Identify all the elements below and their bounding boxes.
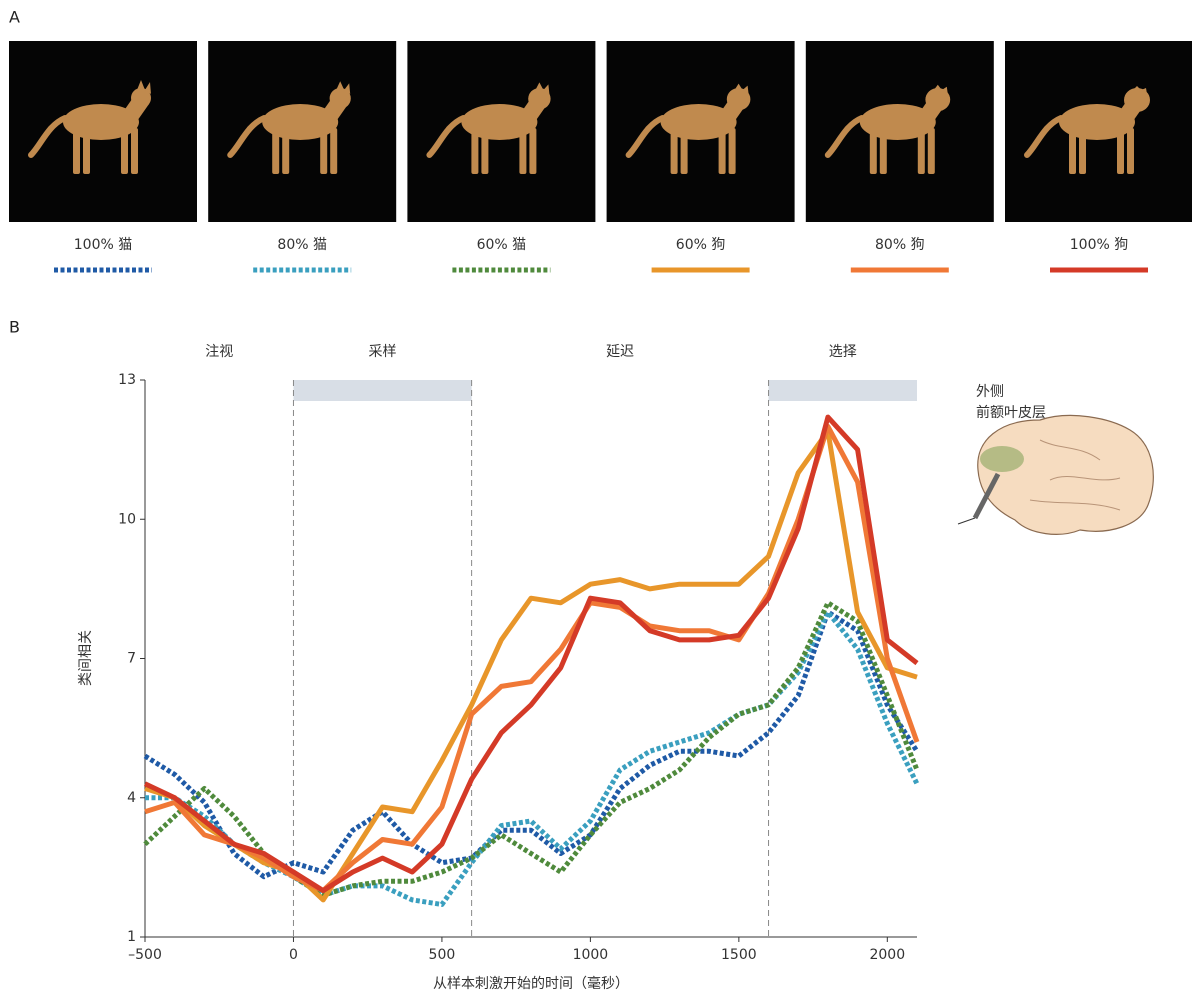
phase-label: 延迟 bbox=[606, 344, 634, 360]
animal-neck bbox=[919, 92, 946, 124]
y-tick-label: 13 bbox=[118, 372, 136, 388]
x-tick-label: 1000 bbox=[573, 947, 609, 963]
animal-ear bbox=[734, 83, 749, 94]
series-line bbox=[144, 423, 920, 894]
animal-leg bbox=[927, 128, 935, 174]
animal-tail bbox=[227, 115, 268, 158]
animal-neck bbox=[123, 92, 149, 124]
legend-label: 60% 猫 bbox=[477, 237, 527, 253]
animal-neck bbox=[322, 92, 349, 124]
animal-tail bbox=[1024, 115, 1064, 158]
animal-leg bbox=[320, 128, 328, 174]
animal-leg bbox=[718, 128, 726, 174]
animal-body bbox=[63, 104, 139, 140]
animal-figure bbox=[824, 84, 951, 174]
brain-label: 外侧 bbox=[976, 384, 1004, 400]
animal-ear bbox=[1133, 86, 1147, 94]
animal-leg bbox=[131, 128, 138, 174]
animal-ear bbox=[137, 80, 151, 94]
animal-leg bbox=[728, 128, 736, 174]
phase-label: 采样 bbox=[369, 344, 397, 360]
animal-figure bbox=[625, 83, 751, 174]
animal-tail bbox=[625, 115, 666, 158]
series-line bbox=[143, 414, 919, 894]
animal-leg bbox=[917, 128, 925, 174]
x-tick-label: 2000 bbox=[869, 947, 905, 963]
animal-neck bbox=[1119, 92, 1145, 124]
series-line bbox=[143, 609, 920, 880]
animal-body bbox=[262, 104, 339, 140]
animal-leg bbox=[282, 128, 290, 174]
animal-tail bbox=[426, 115, 467, 158]
legend-label: 100% 狗 bbox=[1070, 237, 1128, 253]
legend-label: 100% 猫 bbox=[74, 237, 132, 253]
y-tick-label: 4 bbox=[127, 790, 136, 806]
legend-label: 60% 狗 bbox=[676, 237, 726, 253]
animal-leg bbox=[73, 128, 80, 174]
animal-leg bbox=[1117, 128, 1124, 174]
animal-figure bbox=[227, 81, 351, 174]
animal-body bbox=[1059, 104, 1135, 140]
animal-body bbox=[461, 104, 538, 140]
x-tick-label: 0 bbox=[289, 947, 298, 963]
animal-leg bbox=[83, 128, 90, 174]
animal-leg bbox=[272, 128, 280, 174]
phase-shading bbox=[768, 380, 917, 401]
animal-leg bbox=[1069, 128, 1076, 174]
animal-neck bbox=[720, 92, 747, 124]
brain-label: 前额叶皮层 bbox=[976, 404, 1046, 421]
animal-ear bbox=[933, 84, 948, 94]
panel-label: B bbox=[9, 318, 20, 337]
y-axis-label: 类间相关 bbox=[78, 630, 94, 686]
y-tick-label: 1 bbox=[127, 929, 136, 945]
animal-tail bbox=[824, 115, 865, 158]
legend-label: 80% 狗 bbox=[875, 237, 925, 253]
phase-shading bbox=[293, 380, 472, 401]
animal-figure bbox=[426, 82, 551, 174]
y-tick-label: 7 bbox=[127, 651, 136, 667]
y-tick-label: 10 bbox=[118, 511, 136, 527]
brain-illustration: 外侧 前额叶皮层 bbox=[957, 384, 1154, 535]
x-tick-label: 1500 bbox=[721, 947, 757, 963]
animal-leg bbox=[519, 128, 527, 174]
animal-leg bbox=[481, 128, 489, 174]
animal-leg bbox=[529, 128, 537, 174]
phase-label: 注视 bbox=[205, 344, 233, 360]
panel-label: A bbox=[9, 8, 20, 27]
legend-label: 80% 猫 bbox=[277, 237, 327, 253]
animal-figure bbox=[1024, 86, 1150, 174]
animal-ear bbox=[336, 81, 351, 94]
animal-leg bbox=[879, 128, 887, 174]
animal-leg bbox=[121, 128, 128, 174]
animal-tail bbox=[28, 115, 68, 158]
animal-figure bbox=[28, 80, 151, 174]
animal-body bbox=[660, 104, 737, 140]
animal-leg bbox=[670, 128, 678, 174]
animal-leg bbox=[1127, 128, 1134, 174]
animal-body bbox=[859, 104, 936, 140]
animal-leg bbox=[330, 128, 338, 174]
animal-leg bbox=[680, 128, 688, 174]
phase-label: 选择 bbox=[829, 344, 857, 360]
x-tick-label: –500 bbox=[128, 947, 162, 963]
x-tick-label: 500 bbox=[429, 947, 456, 963]
animal-neck bbox=[521, 92, 548, 124]
x-axis-label: 从样本刺激开始的时间（毫秒） bbox=[433, 975, 629, 992]
animal-leg bbox=[1079, 128, 1086, 174]
animal-leg bbox=[471, 128, 479, 174]
animal-leg bbox=[869, 128, 877, 174]
animal-ear bbox=[535, 82, 550, 94]
